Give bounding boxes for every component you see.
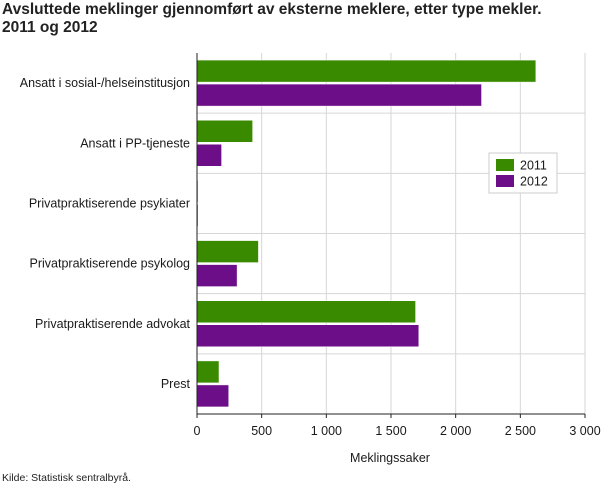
x-tick-label: 500 <box>251 424 272 438</box>
legend-label-2011: 2011 <box>520 159 547 173</box>
category-label: Ansatt i PP-tjeneste <box>80 136 190 150</box>
source-note: Kilde: Statistisk sentralbyrå. <box>2 472 131 484</box>
legend-swatch-2011 <box>496 159 514 171</box>
x-tick-labels: 0 500 1 000 1 500 2 000 2 500 3 000 <box>194 414 601 438</box>
grid-lines <box>197 53 586 414</box>
bar-2012 <box>196 384 229 408</box>
category-labels: Ansatt i sosial-/helseinstitusjon Ansatt … <box>20 76 191 391</box>
bar-chart: Ansatt i sosial-/helseinstitusjon Ansatt … <box>20 53 601 465</box>
bar-2012 <box>196 144 222 167</box>
x-tick-label: 2 500 <box>505 424 536 438</box>
legend-swatch-2012 <box>496 175 514 187</box>
bar-2012 <box>196 324 420 347</box>
x-axis-label: Meklingssaker <box>350 451 430 465</box>
bar-2011 <box>196 240 259 263</box>
category-label: Ansatt i sosial-/helseinstitusjon <box>20 76 190 90</box>
bar-2011 <box>196 300 416 323</box>
legend-label-2012: 2012 <box>520 175 548 189</box>
legend: 2011 2012 <box>488 152 558 194</box>
x-tick-label: 3 000 <box>569 424 600 438</box>
category-label: Privatpraktiserende psykiater <box>29 196 190 210</box>
bar-2011 <box>196 59 537 83</box>
bar-2011 <box>196 360 220 384</box>
x-tick-label: 2 000 <box>440 424 471 438</box>
x-tick-label: 0 <box>194 424 201 438</box>
bar-2012 <box>196 264 238 287</box>
bar-2012 <box>196 83 482 107</box>
category-label: Privatpraktiserende advokat <box>35 317 190 331</box>
category-label: Privatpraktiserende psykolog <box>30 257 191 271</box>
x-tick-label: 1 500 <box>375 424 406 438</box>
category-label: Prest <box>161 377 191 391</box>
chart-title-line-2: 2011 og 2012 <box>2 19 98 36</box>
x-tick-label: 1 000 <box>311 424 342 438</box>
chart-title: Avsluttede meklinger gjennomført av ekst… <box>2 1 602 37</box>
bar-2011 <box>196 120 253 143</box>
bars <box>196 59 537 408</box>
chart-title-line-1: Avsluttede meklinger gjennomført av ekst… <box>2 1 542 18</box>
